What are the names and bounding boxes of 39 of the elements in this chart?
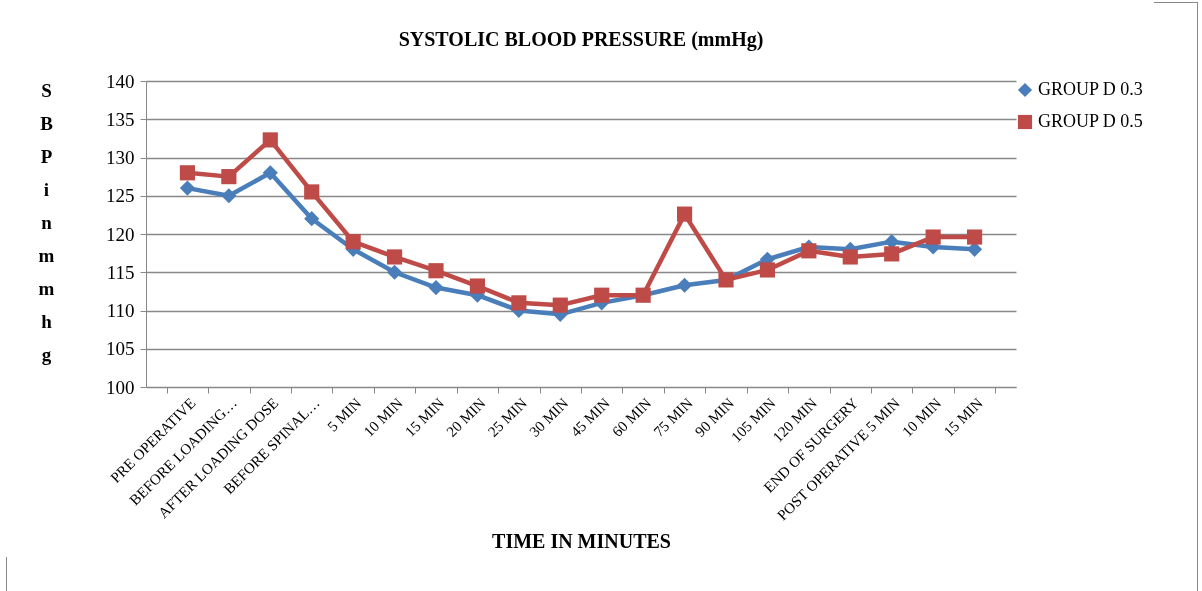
y-tick-label: 135: [106, 108, 135, 130]
point: [966, 229, 983, 245]
point: [179, 180, 196, 196]
y-tick-label: 130: [106, 147, 135, 168]
point: [345, 234, 361, 250]
point: [221, 188, 237, 204]
point: [469, 278, 486, 294]
point: [884, 246, 900, 262]
point: [842, 249, 858, 265]
y-tick-label: 115: [106, 261, 135, 283]
y-tick-label: 120: [106, 223, 135, 245]
point: [759, 262, 776, 278]
point: [676, 206, 693, 222]
y-tick-label: 140: [106, 70, 135, 92]
point: [179, 165, 196, 181]
y-tick-label: 110: [106, 300, 135, 321]
point: [552, 297, 568, 313]
y-tick-label: 105: [106, 338, 135, 360]
point: [262, 132, 278, 148]
point: [801, 243, 817, 259]
y-tick-label: 100: [106, 376, 135, 398]
point: [304, 184, 320, 200]
point: [511, 295, 527, 311]
point: [594, 287, 610, 303]
point: [925, 229, 941, 245]
x-axis-title: TIME IN MINUTES: [492, 529, 671, 552]
point: [262, 165, 278, 181]
text: SBP in mmhg: [38, 79, 55, 365]
chart-title: SYSTOLIC BLOOD PRESSURE (mmHg): [398, 28, 764, 51]
legend-label: GROUP D 0.5: [1038, 111, 1143, 131]
point: [386, 264, 403, 280]
point: [386, 249, 403, 265]
point: [428, 279, 444, 296]
point: [221, 169, 237, 185]
point: [676, 277, 693, 293]
legend-label: GROUP D 0.3: [1038, 79, 1143, 99]
y-tick-label: 125: [106, 185, 135, 207]
point: [428, 263, 444, 279]
point: [304, 211, 320, 227]
